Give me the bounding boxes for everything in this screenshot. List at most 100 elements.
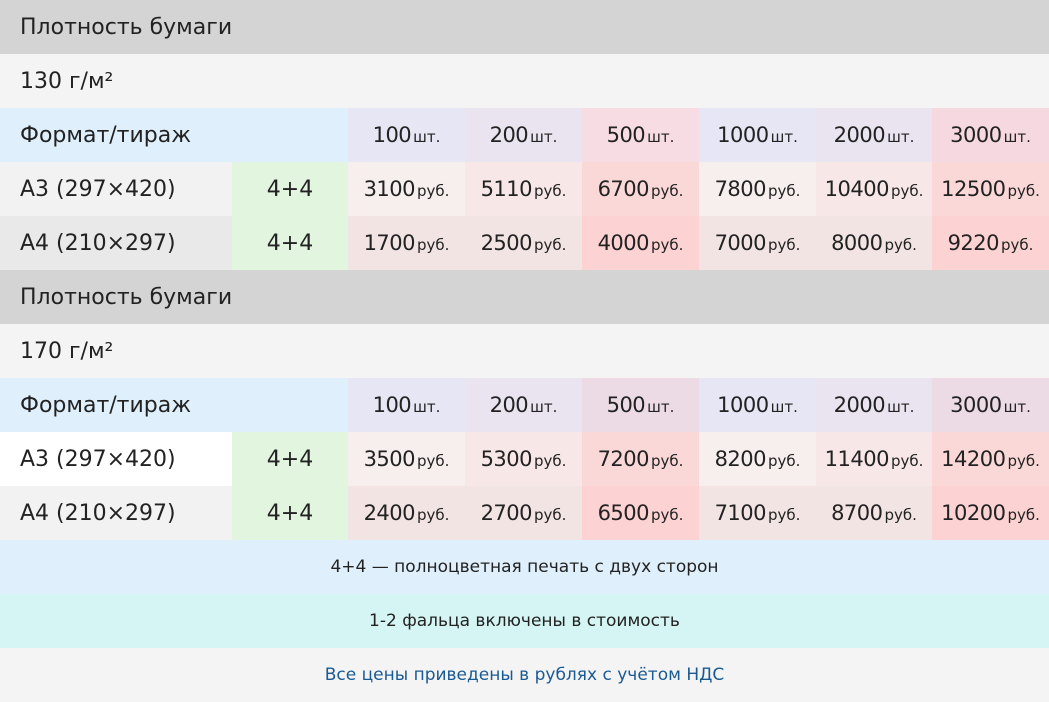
quantity-header-cell: 1000 шт. [699,378,816,432]
price-cell: 7100 руб. [699,486,816,540]
price-cell: 8000 руб. [816,216,932,270]
quantity-header-cell: 500 шт. [582,378,699,432]
format-cell: А4 (210×297) [0,216,232,270]
quantity-value: 3000 [950,122,1002,147]
price-unit: руб. [884,235,917,254]
price-cell: 10400 руб. [816,162,932,216]
table-row: А3 (297×420) 4+4 3500 руб. 5300 руб. 7200 руб. 8… [0,432,1049,486]
section-title-row: Плотность бумаги [0,270,1049,324]
density-row: 170 г/м² [0,324,1049,378]
price-cell: 3500 руб. [348,432,465,486]
price-value: 7800 [714,176,767,201]
quantity-value: 500 [606,392,646,417]
quantity-value: 100 [372,122,412,147]
price-cell: 12500 руб. [932,162,1049,216]
price-cell: 7200 руб. [582,432,699,486]
quantity-header-cell: 200 шт. [465,108,582,162]
price-unit: руб. [534,181,567,200]
price-value: 10400 [824,176,890,201]
quantity-header-cell: 100 шт. [348,108,465,162]
price-cell: 5300 руб. [465,432,582,486]
format-cell: А3 (297×420) [0,162,232,216]
quantity-unit: шт. [1003,127,1031,146]
price-cell: 1700 руб. [348,216,465,270]
price-cell: 7800 руб. [699,162,816,216]
quantity-unit: шт. [887,397,915,416]
quantity-value: 1000 [717,392,769,417]
price-cell: 8700 руб. [816,486,932,540]
price-cell: 14200 руб. [932,432,1049,486]
price-value: 1700 [363,230,416,255]
price-table-body: Плотность бумаги 130 г/м² Формат/тираж 100 ш… [0,0,1049,540]
price-table: Плотность бумаги 130 г/м² Формат/тираж 100 ш… [0,0,1049,540]
price-cell: 10200 руб. [932,486,1049,540]
quantity-value: 100 [372,392,412,417]
quantity-header-cell: 200 шт. [465,378,582,432]
quantity-unit: шт. [413,127,441,146]
section-title: Плотность бумаги [0,270,1049,324]
price-value: 8700 [831,500,883,525]
price-value: 14200 [941,446,1006,471]
color-cell: 4+4 [232,432,348,486]
price-unit: руб. [890,451,924,470]
price-unit: руб. [768,235,801,254]
price-unit: руб. [1001,235,1034,254]
price-cell: 4000 руб. [582,216,699,270]
price-unit: руб. [417,235,450,254]
price-cell: 2400 руб. [348,486,465,540]
price-value: 3500 [363,446,416,471]
quantity-header-cell: 3000 шт. [932,108,1049,162]
price-value: 6500 [597,500,650,525]
section-title-row: Плотность бумаги [0,0,1049,54]
price-value: 6700 [597,176,650,201]
paper-density: 130 г/м² [0,54,1049,108]
price-cell: 9220 руб. [932,216,1049,270]
density-row: 130 г/м² [0,54,1049,108]
quantity-unit: шт. [770,397,798,416]
price-value: 3100 [363,176,416,201]
price-value: 11400 [824,446,890,471]
quantity-value: 500 [606,122,646,147]
quantity-unit: шт. [1003,397,1031,416]
price-value: 7100 [714,500,767,525]
paper-density: 170 г/м² [0,324,1049,378]
format-quantity-label: Формат/тираж [0,378,348,432]
table-row: А4 (210×297) 4+4 2400 руб. 2700 руб. 6500 руб. 7… [0,486,1049,540]
price-cell: 5110 руб. [465,162,582,216]
quantity-header-row: Формат/тираж 100 шт. 200 шт. 500 шт. 1000 шт. 200… [0,108,1049,162]
price-unit: руб. [768,505,801,524]
price-unit: руб. [651,451,684,470]
quantity-header-cell: 100 шт. [348,378,465,432]
format-quantity-label: Формат/тираж [0,108,348,162]
quantity-header-cell: 1000 шт. [699,108,816,162]
price-value: 4000 [597,230,650,255]
price-unit: руб. [417,181,450,200]
price-cell: 6700 руб. [582,162,699,216]
price-value: 9220 [947,230,1000,255]
price-unit: руб. [1007,181,1040,200]
price-unit: руб. [534,505,567,524]
color-cell: 4+4 [232,216,348,270]
format-cell: А3 (297×420) [0,432,232,486]
quantity-unit: шт. [647,127,675,146]
price-cell: 2700 руб. [465,486,582,540]
price-unit: руб. [884,505,917,524]
price-unit: руб. [651,235,684,254]
price-cell: 2500 руб. [465,216,582,270]
price-value: 5110 [480,176,533,201]
color-note: 4+4 — полноцветная печать с двух сторон [0,540,1049,594]
price-unit: руб. [768,451,801,470]
notes: 4+4 — полноцветная печать с двух сторон … [0,540,1049,702]
price-value: 10200 [941,500,1006,525]
price-value: 2700 [480,500,533,525]
price-unit: руб. [534,235,567,254]
price-cell: 8200 руб. [699,432,816,486]
price-value: 5300 [480,446,533,471]
price-value: 2500 [480,230,533,255]
quantity-value: 3000 [950,392,1002,417]
price-value: 8200 [714,446,767,471]
vat-note: Все цены приведены в рублях с учётом НДС [0,648,1049,702]
price-value: 7200 [597,446,650,471]
price-value: 7000 [714,230,767,255]
